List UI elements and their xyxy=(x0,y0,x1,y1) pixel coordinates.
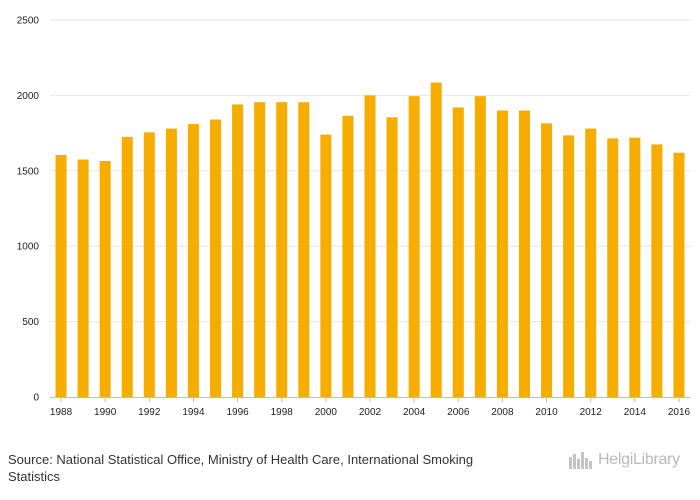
bar-2008 xyxy=(496,110,508,397)
bar-2015 xyxy=(651,144,663,397)
bar-2013 xyxy=(607,138,619,398)
bar-1992 xyxy=(143,132,155,397)
bar-1991 xyxy=(121,136,133,397)
bar-1995 xyxy=(210,119,222,397)
x-tick-label: 1994 xyxy=(182,407,205,418)
source-note: Source: National Statistical Office, Min… xyxy=(8,451,528,485)
x-tick-label: 1988 xyxy=(50,407,73,418)
bar-1988 xyxy=(55,154,67,397)
bar-1996 xyxy=(232,104,244,397)
bar-2003 xyxy=(386,117,398,398)
bar-2014 xyxy=(629,137,641,397)
bar-2011 xyxy=(563,135,575,397)
logo-text: HelgiLibrary xyxy=(598,451,680,468)
bar-2016 xyxy=(673,152,685,397)
x-tick-label: 1996 xyxy=(226,407,249,418)
x-tick-label: 2010 xyxy=(535,407,558,418)
y-axis-labels: 0 500 1000 1500 2000 2500 xyxy=(17,16,40,404)
y-tick-label: 500 xyxy=(22,317,39,328)
x-tick-label: 2000 xyxy=(315,407,338,418)
x-axis: 1988 1990 1992 1994 1996 1998 2000 2002 2004 2006… xyxy=(50,397,691,418)
bar-1998 xyxy=(276,102,288,397)
bar-2002 xyxy=(364,95,376,398)
x-tick-label: 2016 xyxy=(668,407,691,418)
y-tick-label: 1000 xyxy=(17,242,40,253)
bar-1999 xyxy=(298,102,310,397)
bar-2006 xyxy=(452,107,464,398)
bar-2012 xyxy=(585,128,597,398)
bar-2000 xyxy=(320,134,332,397)
bar-1990 xyxy=(99,160,111,397)
x-tick-label: 1990 xyxy=(94,407,117,418)
x-tick-label: 2004 xyxy=(403,407,426,418)
bar-2004 xyxy=(408,96,420,398)
bar-chart: 0 500 1000 1500 2000 2500 1988 1990 1992 1994 199… xyxy=(17,16,691,419)
city-skyline-icon xyxy=(569,452,592,469)
y-tick-label: 0 xyxy=(33,393,39,404)
x-tick-label: 2006 xyxy=(447,407,470,418)
helgilibrary-logo[interactable]: HelgiLibrary xyxy=(568,448,694,472)
bar-2005 xyxy=(430,82,442,397)
x-tick-label: 1998 xyxy=(271,407,294,418)
bar-1997 xyxy=(254,102,266,397)
bar-1989 xyxy=(77,159,89,397)
bar-2010 xyxy=(541,123,553,397)
bar-2001 xyxy=(342,115,354,398)
bar-1994 xyxy=(187,124,199,397)
bar-2007 xyxy=(474,96,486,398)
x-tick-label: 1992 xyxy=(138,407,161,418)
x-tick-label: 2008 xyxy=(491,407,514,418)
bar-2009 xyxy=(518,110,530,397)
x-tick-label: 2002 xyxy=(359,407,382,418)
bars xyxy=(55,82,685,398)
bar-1993 xyxy=(165,128,177,398)
x-tick-label: 2012 xyxy=(580,407,603,418)
y-tick-label: 2000 xyxy=(17,91,40,102)
y-tick-label: 1500 xyxy=(17,166,40,177)
source-text: Source: National Statistical Office, Min… xyxy=(8,452,474,484)
y-tick-label: 2500 xyxy=(17,16,40,27)
x-tick-label: 2014 xyxy=(624,407,647,418)
